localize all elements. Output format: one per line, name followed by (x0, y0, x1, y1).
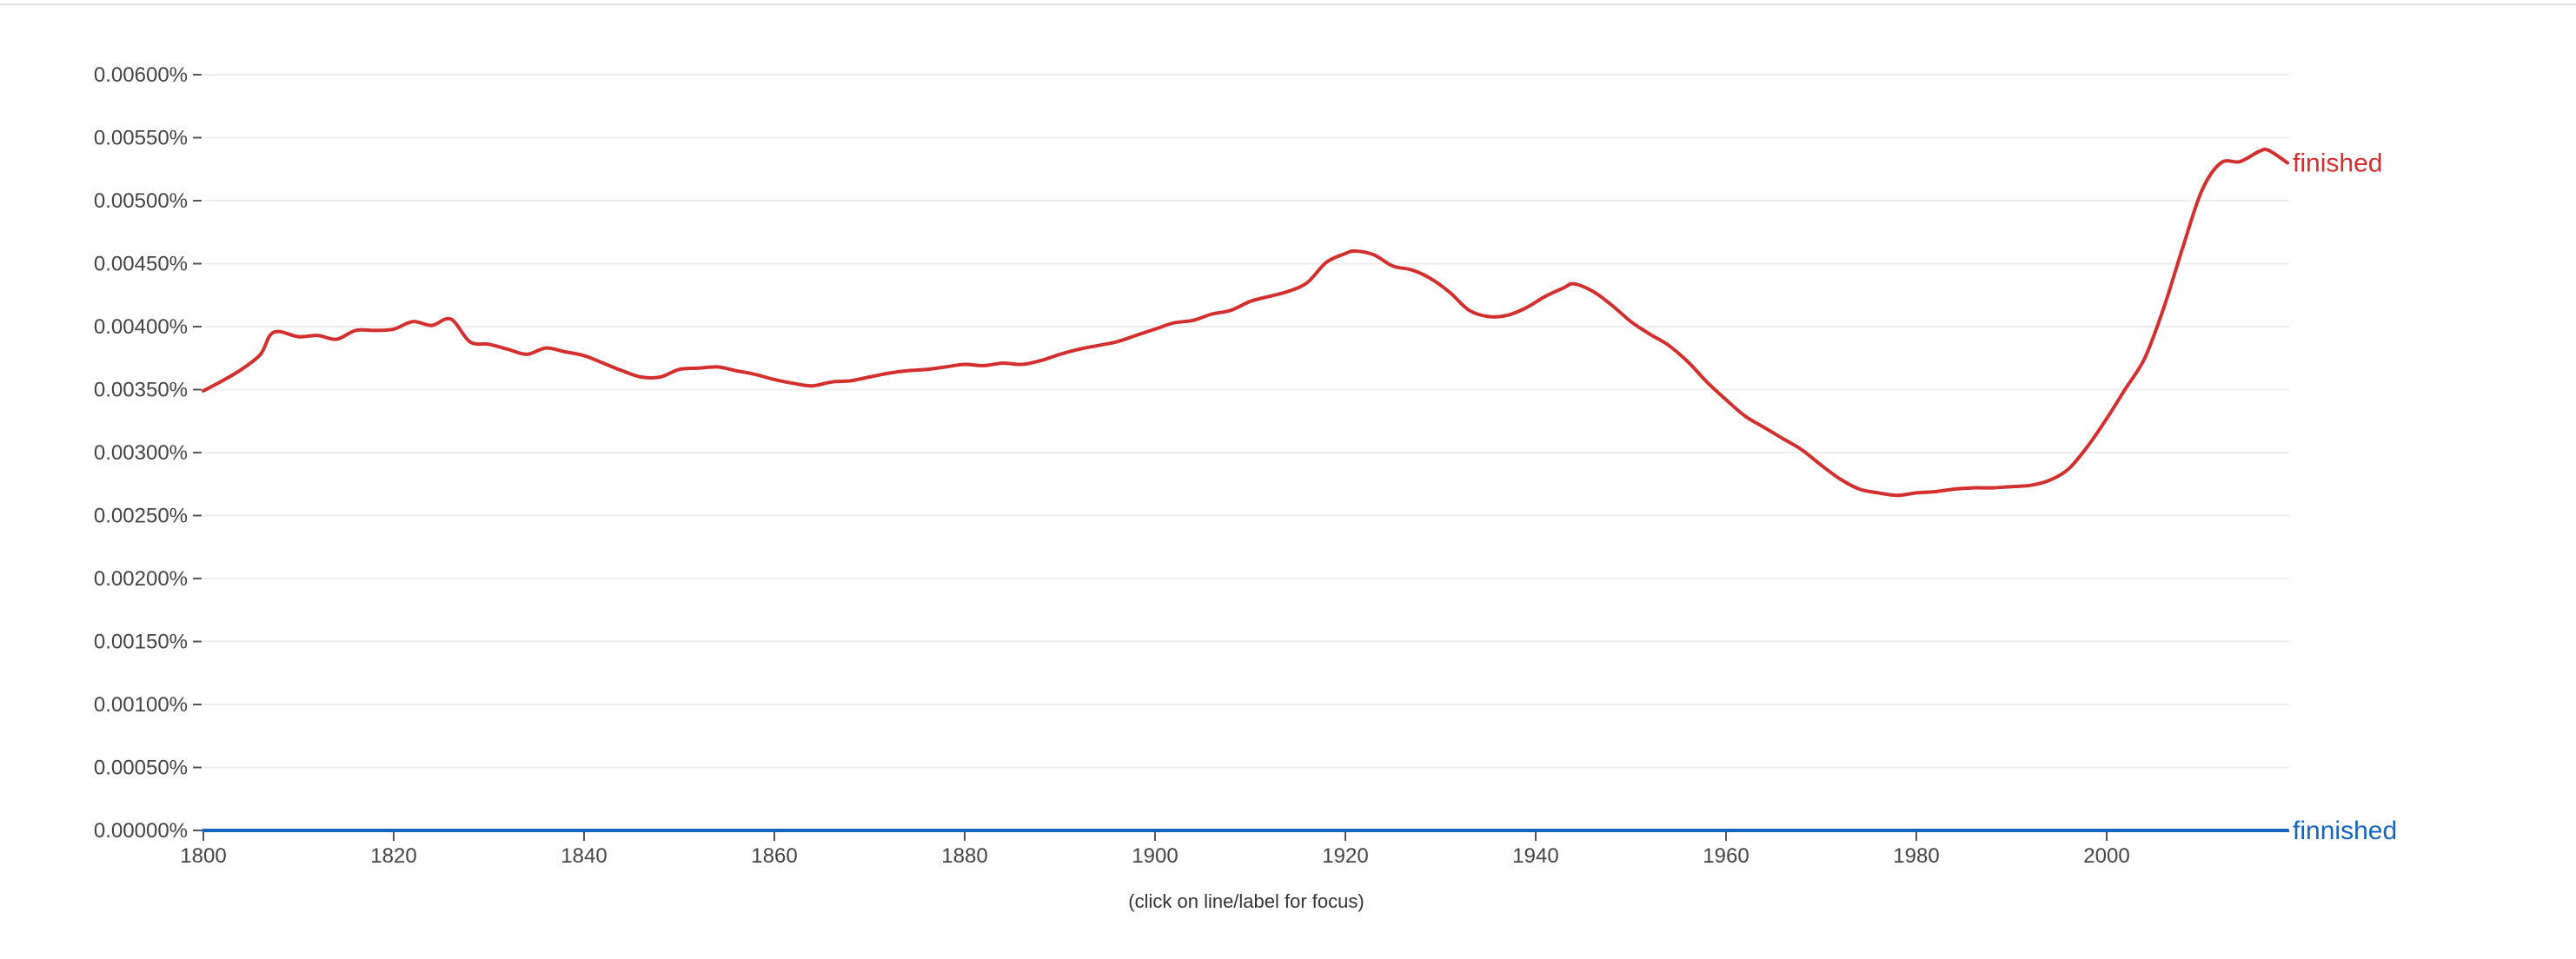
x-axis: 1800 1820 1840 1860 1880 1900 1920 1940 1960 1980… (180, 830, 2290, 868)
x-tick-label: 1980 (1893, 844, 1939, 868)
series-finnished[interactable] (201, 828, 2290, 833)
series-label-finished[interactable]: finished (2293, 149, 2382, 178)
series-label-finnished[interactable]: finnished (2293, 817, 2397, 845)
y-tick-label: 0.00050% (94, 757, 188, 780)
y-tick-label: 0.00500% (94, 189, 188, 213)
y-tick-label: 0.00450% (94, 253, 188, 276)
focus-hint-text: (click on line/label for focus) (1128, 890, 1364, 912)
y-tick-label: 0.00100% (94, 693, 188, 717)
x-tick-label: 1880 (941, 844, 987, 868)
x-tick-label: 1820 (370, 844, 416, 868)
y-tick-label: 0.00300% (94, 441, 188, 465)
y-tick-label: 0.00250% (94, 505, 188, 528)
x-tick-label: 1860 (751, 844, 797, 868)
x-tick-label: 1940 (1512, 844, 1558, 868)
x-tick-label: 1900 (1132, 844, 1178, 868)
x-tick-label: 2000 (2083, 844, 2129, 868)
x-tick-label: 1920 (1322, 844, 1368, 868)
series-lines[interactable] (201, 147, 2290, 833)
top-divider (0, 0, 2576, 5)
y-tick-label: 0.00150% (94, 631, 188, 654)
x-tick-label: 1960 (1703, 844, 1749, 868)
x-tick-label: 1800 (180, 844, 226, 868)
y-tick-label: 0.00400% (94, 315, 188, 339)
y-tick-label: 0.00000% (94, 819, 188, 843)
grid-lines (203, 74, 2290, 769)
series-labels[interactable]: finnished finished (2293, 149, 2397, 846)
y-tick-label: 0.00600% (94, 63, 188, 87)
series-line-finished[interactable] (202, 147, 2290, 498)
y-axis: 0.00000% 0.00050% 0.00100% 0.00150% 0.00200%… (94, 63, 202, 843)
x-tick-label: 1840 (561, 844, 607, 868)
y-tick-label: 0.00550% (94, 127, 188, 150)
y-tick-label: 0.00200% (94, 567, 188, 591)
series-finished[interactable] (201, 147, 2290, 498)
y-tick-label: 0.00350% (94, 379, 188, 402)
